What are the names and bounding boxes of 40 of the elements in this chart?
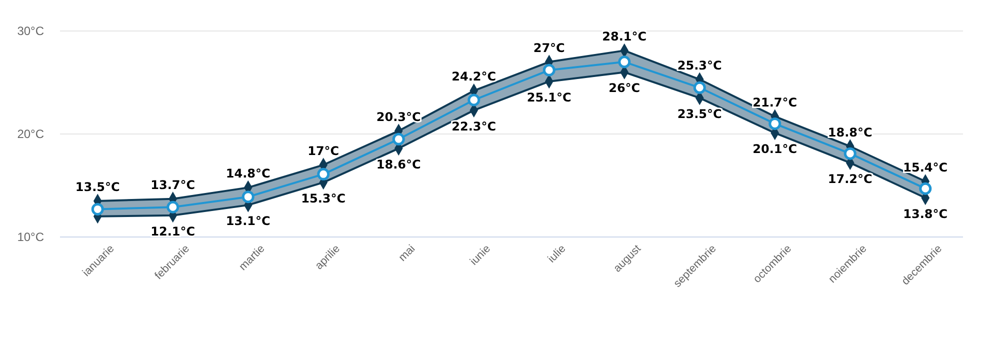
point — [91, 202, 104, 216]
data-label: 27°C — [533, 40, 566, 55]
data-label: 21.7°C — [752, 95, 798, 110]
data-label: 18.8°C — [828, 125, 873, 140]
data-label: 18.6°C — [376, 157, 422, 172]
point — [768, 117, 782, 130]
data-label: 22.3°C — [452, 119, 496, 134]
data-label: 28.1°C — [602, 30, 647, 44]
data-label: 25.1°C — [526, 90, 572, 104]
x-tick-label: iulie — [546, 242, 568, 266]
data-label: 20.3°C — [376, 110, 422, 124]
point — [468, 94, 480, 106]
point — [242, 190, 254, 204]
data-label: 13.8°C — [903, 206, 948, 221]
y-tick-label: 20°C — [17, 126, 44, 141]
data-label: 25.3°C — [677, 58, 722, 72]
y-tick-label: 30°C — [17, 24, 44, 38]
data-label: 20.1°C — [752, 142, 798, 156]
data-label: 26°C — [608, 81, 640, 96]
point — [542, 64, 556, 76]
point — [693, 81, 706, 94]
data-label: 13.5°C — [75, 180, 120, 194]
point — [317, 168, 330, 180]
data-label: 24.2°C — [452, 70, 496, 84]
data-label: 13.1°C — [226, 214, 271, 228]
point — [919, 182, 932, 195]
x-tick-label: mai — [396, 242, 418, 264]
data-label: 17.2°C — [828, 172, 873, 186]
point — [166, 200, 180, 214]
point — [392, 132, 405, 146]
data-label: 14.8°C — [226, 166, 271, 181]
point — [618, 56, 631, 68]
y-tick-label: 10°C — [17, 230, 44, 244]
data-label: 12.1°C — [150, 224, 196, 238]
point — [844, 147, 856, 160]
data-label: 17°C — [308, 144, 340, 158]
data-label: 15.3°C — [301, 191, 346, 206]
data-label: 23.5°C — [677, 106, 722, 121]
data-label: 15.4°C — [903, 160, 948, 174]
data-label: 13.7°C — [150, 178, 196, 192]
